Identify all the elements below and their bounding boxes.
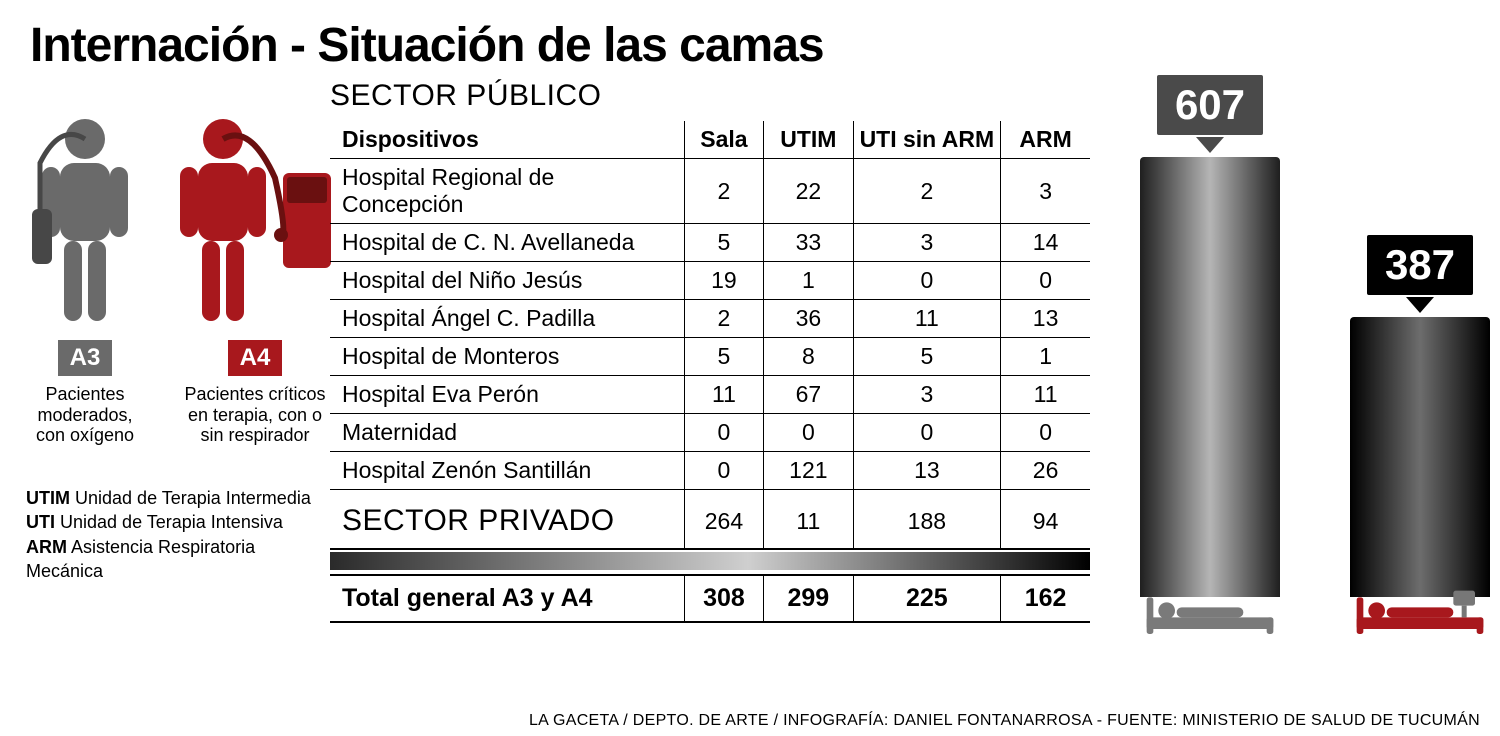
bar-rect (1350, 317, 1490, 597)
cell: 308 (684, 575, 763, 622)
bed-icon (1130, 589, 1290, 639)
patient-oxygen-icon (30, 113, 140, 328)
table-wrap: SECTOR PÚBLICO Dispositivos Sala UTIM UT… (330, 73, 1090, 623)
cell: 2 (684, 300, 763, 338)
hospital-name: Hospital Ángel C. Padilla (330, 300, 684, 338)
cell: 0 (853, 414, 1001, 452)
sector-public-heading: SECTOR PÚBLICO (330, 79, 1090, 113)
beds-table: Dispositivos Sala UTIM UTI sin ARM ARM H… (330, 121, 1090, 623)
col-dispositivos: Dispositivos (330, 121, 684, 159)
chevron-down-icon (1196, 137, 1224, 153)
patient-ventilator-icon (175, 113, 335, 328)
cell: 14 (1001, 224, 1090, 262)
cell: 3 (853, 376, 1001, 414)
caption-a4: Pacientes críticos en terapia, con o sin… (180, 384, 330, 446)
cell: 0 (1001, 262, 1090, 300)
cell: 33 (764, 224, 853, 262)
cell: 3 (1001, 159, 1090, 224)
cell: 2 (853, 159, 1001, 224)
cell: 22 (764, 159, 853, 224)
abbr-block: UTIM Unidad de Terapia Intermedia UTI Un… (20, 486, 330, 583)
hospital-name: Hospital de Monteros (330, 338, 684, 376)
abbr-line: UTIM Unidad de Terapia Intermedia (26, 486, 330, 510)
cell: 1 (764, 262, 853, 300)
sector-private-row: SECTOR PRIVADO 264 11 188 94 (330, 490, 1090, 550)
cell: 0 (684, 414, 763, 452)
legend-panel: A3 Pacientes moderados, con oxígeno (20, 73, 330, 583)
bar-rect (1140, 157, 1280, 597)
hospital-name: Maternidad (330, 414, 684, 452)
total-label: Total general A3 y A4 (330, 575, 684, 622)
bar-column: 607 (1130, 75, 1290, 639)
cell: 13 (1001, 300, 1090, 338)
cell: 11 (684, 376, 763, 414)
total-row: Total general A3 y A4 308 299 225 162 (330, 575, 1090, 622)
col-uti-sin-arm: UTI sin ARM (853, 121, 1001, 159)
cell: 5 (684, 224, 763, 262)
cell: 1 (1001, 338, 1090, 376)
cell: 13 (853, 452, 1001, 490)
chevron-down-icon (1406, 297, 1434, 313)
cell: 188 (853, 490, 1001, 550)
hospital-name: Hospital Zenón Santillán (330, 452, 684, 490)
badge-a4: A4 (228, 340, 283, 376)
cell: 11 (764, 490, 853, 550)
abbr-line: ARM Asistencia Respiratoria Mecánica (26, 535, 330, 584)
hospital-name: Hospital Regional de Concepción (330, 159, 684, 224)
cell: 299 (764, 575, 853, 622)
gradient-bar (330, 552, 1090, 570)
bar-value-label: 607 (1157, 75, 1263, 135)
table-row: Hospital Zenón Santillán01211326 (330, 452, 1090, 490)
cell: 0 (853, 262, 1001, 300)
cell: 11 (1001, 376, 1090, 414)
col-arm: ARM (1001, 121, 1090, 159)
bar-value-label: 387 (1367, 235, 1473, 295)
table-row: Hospital de Monteros5851 (330, 338, 1090, 376)
hospital-name: Hospital del Niño Jesús (330, 262, 684, 300)
table-row: Hospital Ángel C. Padilla2361113 (330, 300, 1090, 338)
col-sala: Sala (684, 121, 763, 159)
cell: 2 (684, 159, 763, 224)
cell: 67 (764, 376, 853, 414)
col-utim: UTIM (764, 121, 853, 159)
figure-a4: A4 Pacientes críticos en terapia, con o … (180, 113, 330, 446)
hospital-name: Hospital de C. N. Avellaneda (330, 224, 684, 262)
credits-line: LA GACETA / DEPTO. DE ARTE / INFOGRAFÍA:… (340, 712, 1480, 730)
cell: 5 (684, 338, 763, 376)
cell: 19 (684, 262, 763, 300)
cell: 11 (853, 300, 1001, 338)
table-row: Hospital de C. N. Avellaneda533314 (330, 224, 1090, 262)
bar-column: 387 (1340, 235, 1500, 639)
bed-icon (1340, 589, 1500, 639)
figure-row: A3 Pacientes moderados, con oxígeno (20, 113, 330, 446)
caption-a3: Pacientes moderados, con oxígeno (30, 384, 140, 446)
table-header-row: Dispositivos Sala UTIM UTI sin ARM ARM (330, 121, 1090, 159)
cell: 94 (1001, 490, 1090, 550)
cell: 5 (853, 338, 1001, 376)
table-row: Hospital Regional de Concepción22223 (330, 159, 1090, 224)
cell: 121 (764, 452, 853, 490)
sector-private-label: SECTOR PRIVADO (330, 490, 684, 550)
bar-chart: 607 387 (1090, 73, 1480, 673)
abbr-line: UTI Unidad de Terapia Intensiva (26, 510, 330, 534)
table-row: Hospital Eva Perón1167311 (330, 376, 1090, 414)
badge-a3: A3 (58, 340, 113, 376)
page-title: Internación - Situación de las camas (0, 0, 1500, 73)
cell: 0 (684, 452, 763, 490)
table-row: Hospital del Niño Jesús19100 (330, 262, 1090, 300)
cell: 26 (1001, 452, 1090, 490)
hospital-name: Hospital Eva Perón (330, 376, 684, 414)
cell: 264 (684, 490, 763, 550)
content-wrap: A3 Pacientes moderados, con oxígeno (0, 73, 1500, 673)
table-row: Maternidad0000 (330, 414, 1090, 452)
cell: 0 (764, 414, 853, 452)
figure-a3: A3 Pacientes moderados, con oxígeno (30, 113, 140, 446)
cell: 3 (853, 224, 1001, 262)
cell: 8 (764, 338, 853, 376)
cell: 36 (764, 300, 853, 338)
cell: 162 (1001, 575, 1090, 622)
cell: 0 (1001, 414, 1090, 452)
cell: 225 (853, 575, 1001, 622)
